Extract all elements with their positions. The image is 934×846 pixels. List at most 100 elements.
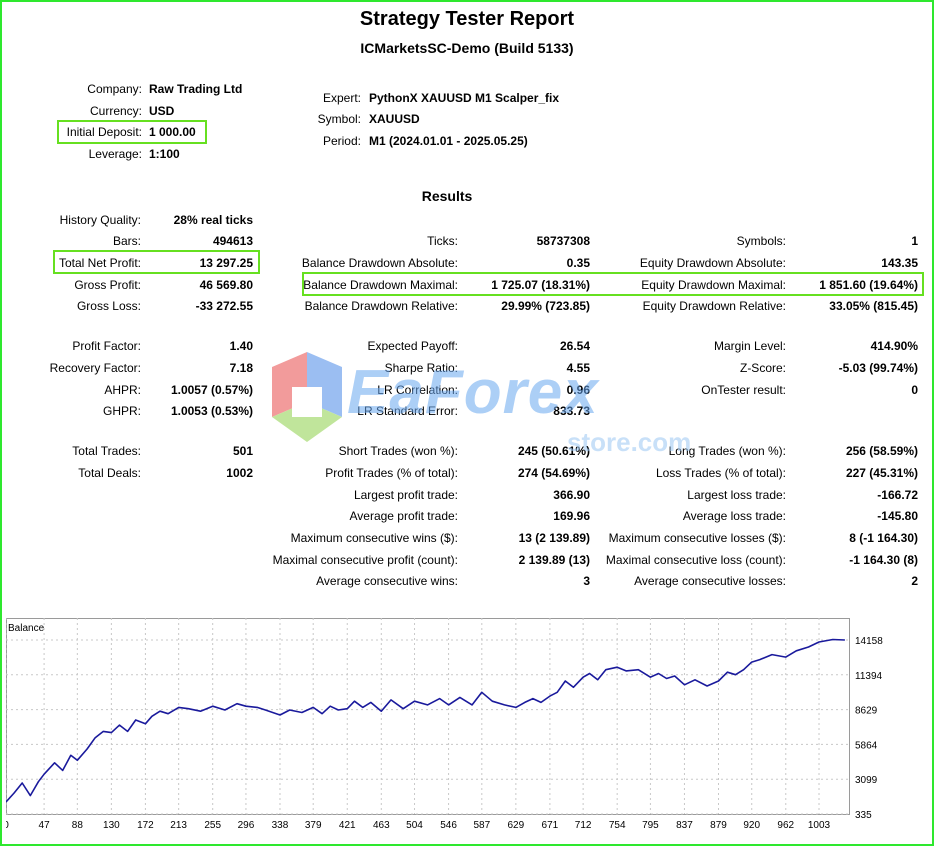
eq-dd-abs-value: 143.35 xyxy=(881,256,918,270)
x-tick-label: 795 xyxy=(642,820,659,830)
short-trades-value: 245 (50.61%) xyxy=(517,444,590,458)
avg-cons-losses-label: Average consecutive losses: xyxy=(634,574,786,588)
bal-dd-rel-label: Balance Drawdown Relative: xyxy=(304,299,458,313)
currency-label: Currency: xyxy=(89,104,142,118)
gross-loss-label: Gross Loss: xyxy=(76,299,141,313)
symbol-label: Symbol: xyxy=(317,112,361,126)
x-tick-label: 671 xyxy=(542,820,559,830)
max-cons-loss-label: Maximal consecutive loss (count): xyxy=(605,553,786,567)
expected-payoff-label: Expected Payoff: xyxy=(367,339,458,353)
ticks-value: 58737308 xyxy=(536,234,590,248)
avg-profit-label: Average profit trade: xyxy=(349,509,458,523)
x-tick-label: 837 xyxy=(676,820,693,830)
recovery-factor-label: Recovery Factor: xyxy=(49,361,141,375)
zscore-label: Z-Score: xyxy=(739,361,786,375)
sharpe-value: 4.55 xyxy=(566,361,590,375)
watermark-logo-icon xyxy=(272,352,342,442)
history-quality-value: 28% real ticks xyxy=(173,213,253,227)
deposit-value: 1 000.00 xyxy=(149,125,196,139)
ontester-label: OnTester result: xyxy=(701,383,786,397)
symbol-value: XAUUSD xyxy=(369,112,420,126)
avg-loss-value: -145.80 xyxy=(877,509,918,523)
chart-title: Balance xyxy=(8,623,45,634)
bars-label: Bars: xyxy=(112,234,141,248)
lr-corr-label: LR Correlation: xyxy=(377,383,458,397)
y-tick-label: 14158 xyxy=(855,636,883,647)
ticks-label: Ticks: xyxy=(427,234,458,248)
y-tick-label: 5864 xyxy=(855,740,878,751)
largest-profit-value: 366.90 xyxy=(553,488,590,502)
bal-dd-max-value: 1 725.07 (18.31%) xyxy=(491,278,590,292)
lr-se-value: 833.73 xyxy=(553,404,590,418)
ghpr-label: GHPR: xyxy=(102,404,141,418)
period-label: Period: xyxy=(322,134,361,148)
largest-profit-label: Largest profit trade: xyxy=(353,488,458,502)
profit-factor-value: 1.40 xyxy=(229,339,253,353)
balance-chart: 0 47 88 130 172 213 255 296 338 379 421 463 504 546 58… xyxy=(6,618,883,830)
x-tick-label: 213 xyxy=(170,820,187,830)
gross-profit-value: 46 569.80 xyxy=(199,278,253,292)
eq-dd-rel-value: 33.05% (815.45) xyxy=(829,299,918,313)
lr-corr-value: 0.96 xyxy=(566,383,590,397)
avg-cons-losses-value: 2 xyxy=(911,574,918,588)
x-tick-label: 172 xyxy=(137,820,154,830)
x-tick-label: 879 xyxy=(710,820,727,830)
bal-dd-abs-label: Balance Drawdown Absolute: xyxy=(301,256,458,270)
ahpr-label: AHPR: xyxy=(104,383,141,397)
total-deals-value: 1002 xyxy=(226,466,253,480)
profit-trades-label: Profit Trades (% of total): xyxy=(325,466,458,480)
expected-payoff-value: 26.54 xyxy=(559,339,590,353)
max-cons-loss-value: -1 164.30 (8) xyxy=(849,553,918,567)
net-profit-value: 13 297.25 xyxy=(199,256,253,270)
results-heading: Results xyxy=(421,188,473,204)
total-trades-value: 501 xyxy=(232,444,253,458)
avg-profit-value: 169.96 xyxy=(553,509,590,523)
avg-loss-label: Average loss trade: xyxy=(682,509,786,523)
x-tick-label: 379 xyxy=(305,820,322,830)
eq-dd-abs-label: Equity Drawdown Absolute: xyxy=(639,256,786,270)
x-tick-label: 1003 xyxy=(808,820,831,830)
report-subtitle: ICMarketsSC-Demo (Build 5133) xyxy=(360,40,574,56)
x-tick-label: 587 xyxy=(473,820,490,830)
chart-frame xyxy=(6,618,850,815)
history-quality-label: History Quality: xyxy=(59,213,141,227)
largest-loss-value: -166.72 xyxy=(877,488,918,502)
x-tick-label: 130 xyxy=(103,820,120,830)
avg-cons-wins-value: 3 xyxy=(583,574,590,588)
x-tick-label: 629 xyxy=(508,820,525,830)
x-tick-label: 296 xyxy=(238,820,255,830)
x-tick-label: 962 xyxy=(777,820,794,830)
eq-dd-max-value: 1 851.60 (19.64%) xyxy=(819,278,918,292)
long-trades-value: 256 (58.59%) xyxy=(845,444,918,458)
expert-value: PythonX XAUUSD M1 Scalper_fix xyxy=(369,91,560,105)
gross-loss-value: -33 272.55 xyxy=(195,299,253,313)
max-cons-wins-value: 13 (2 139.89) xyxy=(518,531,590,545)
loss-trades-label: Loss Trades (% of total): xyxy=(655,466,786,480)
leverage-label: Leverage: xyxy=(88,147,142,161)
sharpe-label: Sharpe Ratio: xyxy=(384,361,458,375)
bal-dd-abs-value: 0.35 xyxy=(566,256,590,270)
profit-trades-value: 274 (54.69%) xyxy=(517,466,590,480)
drawdown-maximal-highlight xyxy=(302,272,924,296)
watermark: EaForex store.com xyxy=(252,347,732,467)
ontester-value: 0 xyxy=(911,383,918,397)
deposit-highlight xyxy=(57,120,207,144)
x-tick-label: 338 xyxy=(272,820,289,830)
recovery-factor-value: 7.18 xyxy=(229,361,253,375)
largest-loss-label: Largest loss trade: xyxy=(687,488,786,502)
profit-factor-label: Profit Factor: xyxy=(72,339,141,353)
x-tick-label: 504 xyxy=(406,820,423,830)
y-tick-label: 8629 xyxy=(855,706,878,717)
lr-se-label: LR Standard Error: xyxy=(357,404,458,418)
ghpr-value: 1.0053 (0.53%) xyxy=(170,404,253,418)
max-cons-wins-label: Maximum consecutive wins ($): xyxy=(290,531,458,545)
symbols-label: Symbols: xyxy=(736,234,786,248)
avg-cons-wins-label: Average consecutive wins: xyxy=(316,574,458,588)
x-tick-label: 546 xyxy=(440,820,457,830)
deposit-label: Initial Deposit: xyxy=(66,125,142,139)
x-tick-label: 88 xyxy=(72,820,84,830)
y-tick-label: 11394 xyxy=(855,671,883,682)
max-cons-losses-label: Maximum consecutive losses ($): xyxy=(608,531,786,545)
symbols-value: 1 xyxy=(911,234,918,248)
company-value: Raw Trading Ltd xyxy=(149,82,243,96)
